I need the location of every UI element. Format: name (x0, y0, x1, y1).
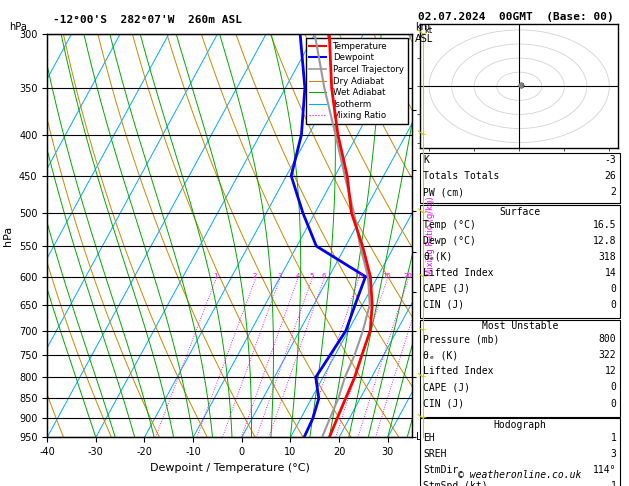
Text: 14: 14 (604, 268, 616, 278)
Text: 0: 0 (611, 300, 616, 310)
Y-axis label: hPa: hPa (3, 226, 13, 246)
Text: 322: 322 (599, 350, 616, 361)
Text: 1: 1 (213, 274, 218, 279)
Text: 2: 2 (611, 187, 616, 197)
Text: 5: 5 (309, 274, 314, 279)
Text: ─: ─ (421, 416, 425, 421)
Text: 0: 0 (611, 284, 616, 294)
Text: 6: 6 (321, 274, 326, 279)
Text: hPa: hPa (9, 21, 27, 32)
Text: 12.8: 12.8 (593, 236, 616, 246)
Text: LCL: LCL (416, 433, 433, 442)
Text: θₑ (K): θₑ (K) (423, 350, 459, 361)
Text: ─: ─ (421, 31, 425, 37)
Text: CIN (J): CIN (J) (423, 300, 464, 310)
Text: 16.5: 16.5 (593, 220, 616, 230)
Text: θₑ(K): θₑ(K) (423, 252, 453, 262)
Text: © weatheronline.co.uk: © weatheronline.co.uk (458, 470, 582, 480)
Text: Pressure (mb): Pressure (mb) (423, 334, 499, 345)
Text: Lifted Index: Lifted Index (423, 268, 494, 278)
Text: 10: 10 (353, 274, 363, 279)
Text: ─: ─ (421, 328, 425, 333)
Text: StmSpd (kt): StmSpd (kt) (423, 481, 488, 486)
Text: Mixing Ratio (g/kg): Mixing Ratio (g/kg) (426, 196, 435, 276)
Text: 800: 800 (599, 334, 616, 345)
Text: 1: 1 (611, 481, 616, 486)
Text: CAPE (J): CAPE (J) (423, 382, 470, 393)
Text: 2: 2 (253, 274, 257, 279)
X-axis label: Dewpoint / Temperature (°C): Dewpoint / Temperature (°C) (150, 463, 309, 473)
Text: km: km (415, 21, 430, 32)
Text: 3: 3 (277, 274, 282, 279)
Text: Hodograph: Hodograph (493, 420, 547, 430)
Text: 3: 3 (611, 449, 616, 459)
Text: 0: 0 (611, 399, 616, 409)
Text: Totals Totals: Totals Totals (423, 171, 499, 181)
Text: Dewp (°C): Dewp (°C) (423, 236, 476, 246)
Text: StmDir: StmDir (423, 465, 459, 475)
Text: 20: 20 (404, 274, 413, 279)
Text: CIN (J): CIN (J) (423, 399, 464, 409)
Text: -12°00'S  282°07'W  260m ASL: -12°00'S 282°07'W 260m ASL (53, 15, 242, 25)
Text: kt: kt (425, 26, 433, 35)
Text: 114°: 114° (593, 465, 616, 475)
Text: -3: -3 (604, 155, 616, 165)
Text: SREH: SREH (423, 449, 447, 459)
Text: Surface: Surface (499, 207, 540, 217)
Text: Most Unstable: Most Unstable (482, 321, 558, 331)
Text: ─: ─ (421, 210, 425, 216)
Text: 4: 4 (296, 274, 299, 279)
Text: K: K (423, 155, 429, 165)
Legend: Temperature, Dewpoint, Parcel Trajectory, Dry Adiabat, Wet Adiabat, Isotherm, Mi: Temperature, Dewpoint, Parcel Trajectory… (306, 38, 408, 124)
Text: 15: 15 (382, 274, 391, 279)
Text: Temp (°C): Temp (°C) (423, 220, 476, 230)
Text: Lifted Index: Lifted Index (423, 366, 494, 377)
Text: PW (cm): PW (cm) (423, 187, 464, 197)
Text: 02.07.2024  00GMT  (Base: 00): 02.07.2024 00GMT (Base: 00) (418, 12, 614, 22)
Text: EH: EH (423, 433, 435, 443)
Text: 26: 26 (604, 171, 616, 181)
Text: ─: ─ (421, 274, 425, 279)
Text: 12: 12 (604, 366, 616, 377)
Text: ─: ─ (421, 132, 425, 138)
Text: 318: 318 (599, 252, 616, 262)
Text: ─: ─ (421, 374, 425, 380)
Text: 1: 1 (611, 433, 616, 443)
Text: 0: 0 (611, 382, 616, 393)
Text: CAPE (J): CAPE (J) (423, 284, 470, 294)
Text: ASL: ASL (415, 34, 433, 44)
